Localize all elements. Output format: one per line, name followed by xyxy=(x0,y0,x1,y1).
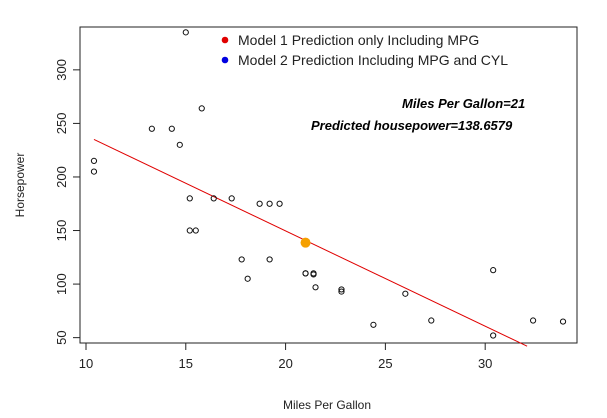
data-point xyxy=(182,29,189,36)
highlight-point xyxy=(300,237,311,248)
data-point xyxy=(312,284,319,291)
data-point xyxy=(238,256,245,263)
x-tick-label: 10 xyxy=(79,356,93,371)
legend-label-model-1: Model 1 Prediction only Including MPG xyxy=(238,32,479,48)
data-point xyxy=(370,321,377,328)
y-tick-label: 200 xyxy=(54,166,69,188)
data-point xyxy=(529,317,537,324)
y-axis: 50 100 150 200 250 300 xyxy=(54,59,81,345)
legend: Model 1 Prediction only Including MPG Mo… xyxy=(221,32,508,68)
data-point xyxy=(90,157,98,164)
data-point xyxy=(310,271,317,278)
x-tick-label: 25 xyxy=(378,356,392,371)
data-points xyxy=(90,29,567,339)
x-tick-label: 15 xyxy=(179,356,193,371)
data-point xyxy=(276,200,283,207)
x-axis-title: Miles Per Gallon xyxy=(283,398,371,412)
data-point xyxy=(490,332,497,339)
data-point xyxy=(90,168,98,175)
annotation-predicted: Predicted housepower=138.6579 xyxy=(311,118,513,133)
data-point xyxy=(559,318,567,325)
data-point xyxy=(490,267,497,274)
data-point xyxy=(338,288,345,295)
data-point xyxy=(192,227,199,234)
plot-frame xyxy=(79,26,578,344)
data-point xyxy=(338,286,345,293)
data-point xyxy=(228,195,235,202)
data-point xyxy=(176,141,183,148)
y-axis-title: Horsepower xyxy=(13,153,27,218)
data-point xyxy=(198,105,205,112)
data-point xyxy=(168,125,175,132)
y-tick-label: 250 xyxy=(54,113,69,135)
y-tick-label: 150 xyxy=(54,220,69,242)
data-point xyxy=(266,256,273,263)
data-point xyxy=(148,125,155,132)
data-point xyxy=(256,200,263,207)
data-point xyxy=(186,227,193,234)
legend-marker-model-1 xyxy=(221,36,229,44)
legend-marker-model-2 xyxy=(221,56,229,64)
x-tick-label: 30 xyxy=(478,356,492,371)
x-tick-label: 20 xyxy=(278,356,292,371)
data-point xyxy=(428,317,435,324)
y-tick-label: 100 xyxy=(54,273,69,295)
data-point xyxy=(244,275,251,282)
legend-label-model-2: Model 2 Prediction Including MPG and CYL xyxy=(238,52,508,68)
annotation-mpg: Miles Per Gallon=21 xyxy=(402,96,525,111)
x-axis: 10 15 20 25 30 xyxy=(79,342,492,371)
y-tick-label: 50 xyxy=(54,330,69,344)
data-point xyxy=(402,290,409,297)
data-point xyxy=(210,195,217,202)
y-tick-label: 300 xyxy=(54,59,69,81)
data-point xyxy=(302,270,309,277)
data-point xyxy=(266,200,273,207)
data-point xyxy=(186,195,193,202)
